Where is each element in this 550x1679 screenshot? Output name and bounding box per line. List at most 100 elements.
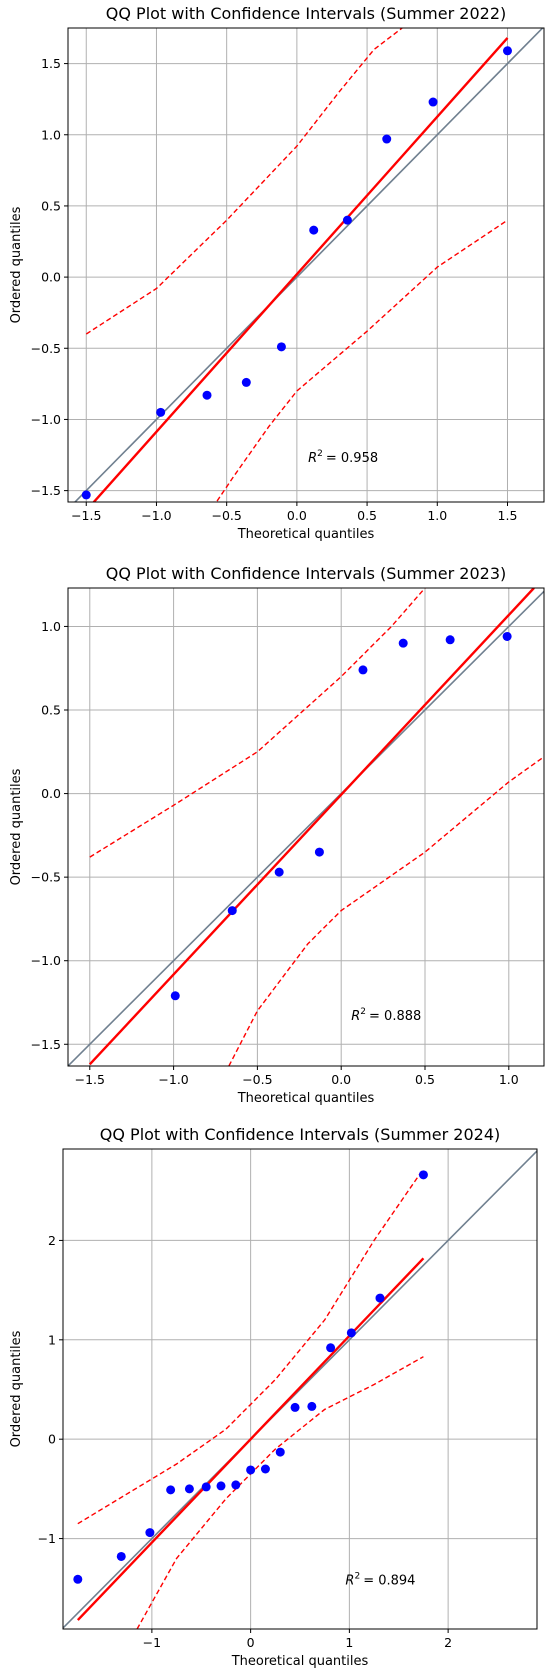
data-point xyxy=(241,377,251,387)
y-tick-label: 1 xyxy=(48,1332,56,1347)
grid-lines xyxy=(68,588,544,1066)
grid-lines xyxy=(63,1149,537,1629)
y-tick-label: −1 xyxy=(38,1531,56,1546)
r-squared-exponent: 2 xyxy=(360,1007,366,1017)
data-point xyxy=(314,847,324,857)
data-point xyxy=(326,1343,336,1353)
qq-chart-2: −1.5 −1.0 −0.5 0.0 0.5 1.0 −1.5 −1.0 −0.5 0.0 0.5 1… xyxy=(9,564,545,1106)
y-tick-label: −1.5 xyxy=(31,1037,61,1052)
plot-area xyxy=(73,28,544,502)
y-tick-label: 1.5 xyxy=(41,56,61,71)
data-point xyxy=(375,1293,385,1303)
x-tick-label: 1.0 xyxy=(499,1072,519,1087)
fit-line xyxy=(76,1257,425,1621)
data-point xyxy=(398,638,408,648)
qq-chart-1: −1.5 −1.0 −0.5 0.0 0.5 1.0 1.5 −1.5 −1.0 −0.5 0.0 0… xyxy=(9,4,545,542)
data-point xyxy=(274,867,284,877)
x-tick-label: −1.5 xyxy=(71,508,101,523)
data-point xyxy=(156,407,166,417)
chart-title: QQ Plot with Confidence Intervals (Summe… xyxy=(106,4,506,23)
y-tick-label: −1.5 xyxy=(31,483,61,498)
ci-lower-line xyxy=(215,219,508,502)
data-point xyxy=(170,991,180,1001)
plot-area xyxy=(68,588,544,1066)
plot-area xyxy=(63,1149,537,1629)
qq-chart-3: −1 0 1 2 −1 0 1 2 QQ Plot with Confidence Interv… xyxy=(9,1125,538,1669)
data-point xyxy=(502,46,512,56)
y-tick-label: 2 xyxy=(48,1233,56,1248)
x-tick-label: −1.0 xyxy=(141,508,171,523)
y-tick-label: −1.0 xyxy=(31,953,61,968)
data-point xyxy=(246,1465,256,1475)
r-squared-annotation: R2 = 0.888 xyxy=(351,1007,421,1024)
r-squared-annotation: R2 = 0.958 xyxy=(308,449,378,466)
y-axis-label: Ordered quantiles xyxy=(9,1330,24,1447)
reference-line xyxy=(73,28,544,502)
data-point xyxy=(116,1551,126,1561)
y-tick-label: 1.0 xyxy=(41,619,61,634)
data-point xyxy=(307,1401,317,1411)
x-tick-label: 0.0 xyxy=(331,1072,351,1087)
x-axis-label: Theoretical quantiles xyxy=(231,1654,369,1669)
data-point xyxy=(358,665,368,675)
y-tick-label: 0 xyxy=(48,1432,56,1447)
x-tick-label: −1.5 xyxy=(75,1072,105,1087)
x-tick-label: 1.5 xyxy=(498,508,518,523)
y-tick-label: 0.0 xyxy=(41,270,61,285)
ci-upper-line xyxy=(85,28,403,335)
data-point xyxy=(231,1480,241,1490)
data-point xyxy=(309,225,319,235)
x-tick-label: 0.0 xyxy=(287,508,307,523)
x-tick-label: 1 xyxy=(345,1635,353,1650)
x-axis-label: Theoretical quantiles xyxy=(237,1091,375,1106)
r-squared-symbol: R xyxy=(351,1009,360,1024)
x-tick-label: 0.5 xyxy=(357,508,377,523)
data-point xyxy=(276,342,286,352)
r-squared-exponent: 2 xyxy=(354,1571,360,1581)
data-point xyxy=(201,1482,211,1492)
y-axis-label: Ordered quantiles xyxy=(9,768,24,885)
data-point xyxy=(502,631,512,641)
data-point xyxy=(346,1328,356,1338)
r-squared-annotation: R2 = 0.894 xyxy=(345,1571,415,1588)
x-tick-label: 0 xyxy=(247,1635,255,1650)
y-tick-label: 0.5 xyxy=(41,703,61,718)
x-tick-label: 0.5 xyxy=(415,1072,435,1087)
ci-lower-line xyxy=(228,756,544,1066)
r-squared-value: = 0.894 xyxy=(363,1573,415,1588)
r-squared-exponent: 2 xyxy=(317,449,323,459)
r-squared-value: = 0.958 xyxy=(326,451,378,466)
data-point xyxy=(290,1402,300,1412)
x-tick-label: −1.0 xyxy=(158,1072,188,1087)
fit-line xyxy=(92,37,509,502)
data-point xyxy=(428,97,438,107)
x-tick-label: 2 xyxy=(444,1635,452,1650)
fit-line xyxy=(88,588,535,1066)
axes-frame xyxy=(67,27,545,503)
r-squared-value: = 0.888 xyxy=(369,1009,421,1024)
chart-title: QQ Plot with Confidence Intervals (Summe… xyxy=(100,1125,500,1144)
data-point xyxy=(184,1484,194,1494)
data-point xyxy=(73,1574,83,1584)
y-tick-label: 1.0 xyxy=(41,127,61,142)
x-tick-label: −0.5 xyxy=(211,508,241,523)
y-axis-label: Ordered quantiles xyxy=(9,206,24,323)
y-tick-label: −0.5 xyxy=(31,870,61,885)
ci-upper-line xyxy=(77,1168,424,1525)
x-axis-label: Theoretical quantiles xyxy=(237,527,375,542)
axes-frame xyxy=(67,587,545,1067)
data-point xyxy=(445,635,455,645)
reference-line xyxy=(68,590,544,1066)
data-point xyxy=(202,390,212,400)
ci-upper-line xyxy=(89,588,426,858)
data-point xyxy=(260,1464,270,1474)
data-point xyxy=(382,134,392,144)
x-tick-label: −1 xyxy=(143,1635,161,1650)
y-tick-label: 0.5 xyxy=(41,198,61,213)
data-point xyxy=(81,490,91,500)
data-point xyxy=(166,1485,176,1495)
r-squared-symbol: R xyxy=(308,451,317,466)
x-tick-label: −0.5 xyxy=(242,1072,272,1087)
data-point xyxy=(275,1447,285,1457)
